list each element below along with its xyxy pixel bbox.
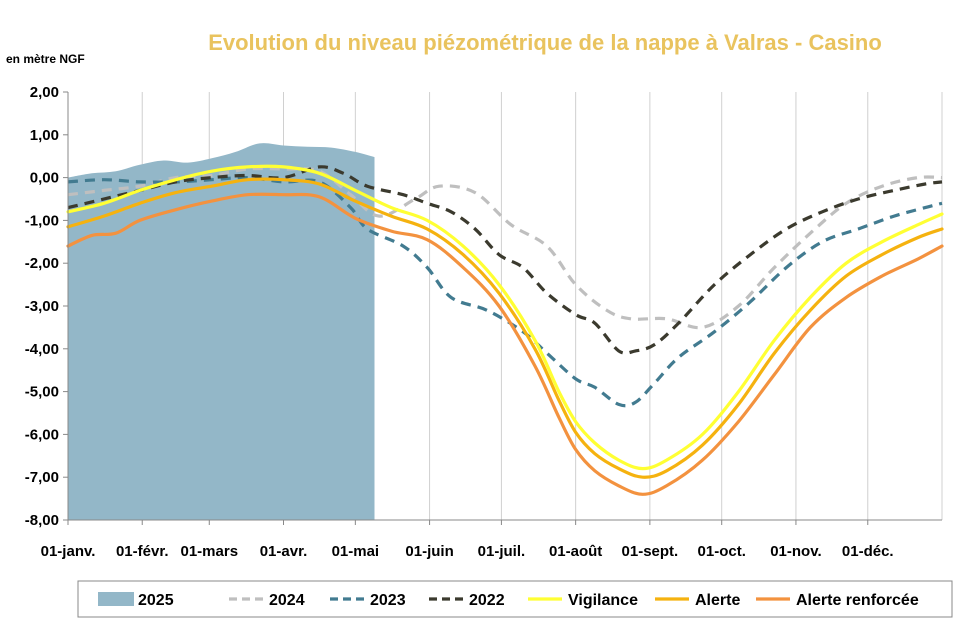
chart-title: Evolution du niveau piézométrique de la … — [208, 30, 882, 55]
x-tick-label-1: 01-févr. — [116, 543, 169, 560]
y-tick-label-2: 0,00 — [30, 170, 59, 187]
y-tick-label-1: 1,00 — [30, 127, 59, 144]
legend-label-alerte: Alerte — [695, 592, 740, 609]
y-tick-label-10: -8,00 — [25, 512, 59, 529]
x-tick-label-10: 01-nov. — [770, 543, 821, 560]
series-2024-line — [67, 166, 943, 330]
y-tick-label-3: -1,00 — [25, 212, 59, 229]
y-tick-label-9: -7,00 — [25, 469, 59, 486]
x-tick-label-11: 01-déc. — [842, 543, 894, 560]
legend-label-2024: 2024 — [269, 592, 305, 609]
legend-box — [77, 580, 953, 618]
y-tick-label-0: 2,00 — [30, 84, 59, 101]
y-axis-ticks: 2,00 1,00 0,00 -1,00 -2,00 -3,00 -4,00 -5,00 -6,… — [25, 84, 68, 529]
legend-label-vigilance: Vigilance — [568, 592, 638, 609]
x-tick-label-8: 01-sept. — [622, 543, 679, 560]
legend-swatch-2025 — [98, 592, 134, 606]
x-tick-label-7: 01-août — [549, 543, 602, 560]
x-tick-label-9: 01-oct. — [698, 543, 746, 560]
x-axis-ticks: 01-janv. 01-févr. 01-mars 01-avr. 01-mai 01-j… — [41, 520, 894, 560]
y-tick-label-5: -3,00 — [25, 298, 59, 315]
x-tick-label-2: 01-mars — [181, 543, 239, 560]
y-tick-label-7: -5,00 — [25, 384, 59, 401]
legend: 2025 2024 2023 2022 Vigilance Alerte Alerte re… — [77, 580, 953, 618]
x-tick-label-3: 01-avr. — [260, 543, 308, 560]
legend-label-2023: 2023 — [370, 592, 406, 609]
series-2025-area — [68, 143, 375, 520]
legend-label-alerte-renforc-e: Alerte renforcée — [796, 592, 919, 609]
x-tick-label-6: 01-juil. — [478, 543, 526, 560]
x-tick-label-4: 01-mai — [332, 543, 380, 560]
legend-label-2025: 2025 — [138, 592, 174, 609]
legend-label-2022: 2022 — [469, 592, 505, 609]
series-alerte-renforc-e-line — [66, 192, 944, 496]
plot-area — [66, 143, 944, 520]
y-tick-label-6: -4,00 — [25, 341, 59, 358]
y-tick-label-8: -6,00 — [25, 426, 59, 443]
series-alerte-line — [66, 177, 944, 479]
y-tick-label-4: -2,00 — [25, 255, 59, 272]
y-unit-label: en mètre NGF — [6, 52, 85, 66]
series-vigilance-line — [66, 164, 944, 471]
x-tick-label-5: 01-juin — [405, 543, 453, 560]
x-tick-label-0: 01-janv. — [41, 543, 96, 560]
